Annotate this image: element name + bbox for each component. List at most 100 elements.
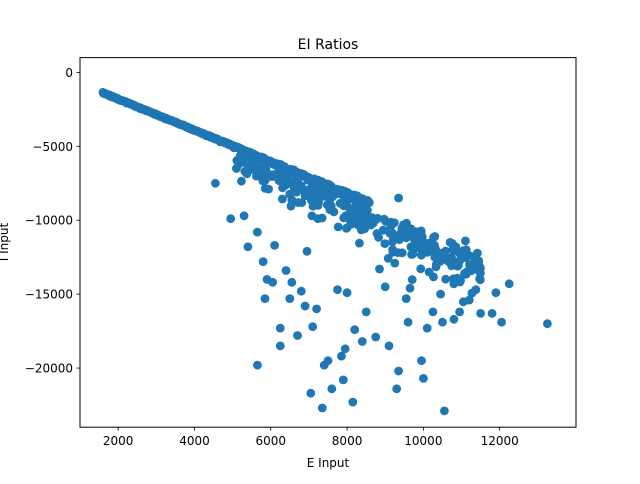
data-point [364, 198, 374, 208]
data-point [340, 344, 350, 354]
data-point [428, 307, 438, 317]
data-point [384, 226, 393, 236]
data-point [408, 249, 418, 259]
x-axis-label: E Input [307, 456, 350, 470]
data-point [401, 294, 411, 303]
data-point [317, 403, 327, 413]
data-point [335, 198, 345, 208]
data-point [358, 211, 368, 221]
x-tick-label: 8000 [332, 434, 363, 448]
x-axis: 2000 4000 6000 8000 10000 12000 [103, 427, 519, 448]
data-point [306, 388, 316, 398]
data-point [260, 294, 270, 303]
data-point [402, 218, 411, 228]
data-point [240, 156, 250, 166]
x-tick-label: 2000 [103, 434, 134, 448]
data-point [405, 283, 415, 293]
data-point [338, 375, 348, 385]
data-point [392, 384, 402, 394]
data-point [285, 294, 295, 303]
data-point [286, 201, 296, 211]
data-point [267, 172, 277, 182]
data-point [445, 238, 455, 247]
data-point [312, 196, 321, 206]
data-point [416, 264, 426, 274]
data-point [461, 269, 471, 279]
data-point [278, 194, 287, 204]
data-point [354, 202, 364, 212]
data-point [258, 257, 268, 266]
data-point [312, 304, 321, 314]
data-point [300, 301, 310, 311]
data-point [308, 322, 318, 332]
data-point [253, 360, 262, 370]
data-point [455, 307, 464, 317]
data-point [436, 289, 445, 299]
y-axis-label: I Input [0, 222, 11, 261]
y-tick-label: −5000 [32, 140, 73, 154]
data-point [344, 213, 353, 222]
data-point [237, 176, 246, 186]
data-point [491, 288, 501, 298]
data-point [293, 331, 302, 340]
data-point [461, 236, 470, 246]
data-point [449, 314, 459, 324]
data-point [375, 264, 384, 274]
data-point [464, 295, 474, 305]
data-point [394, 366, 403, 376]
data-point [467, 288, 477, 298]
data-point [474, 257, 484, 266]
data-point [355, 238, 364, 248]
data-point [487, 309, 497, 318]
y-tick-label: −15000 [25, 288, 73, 302]
data-point [348, 397, 358, 407]
x-tick-label: 4000 [179, 434, 210, 448]
data-point [407, 275, 417, 284]
x-tick-label: 12000 [481, 434, 519, 448]
data-point [476, 309, 485, 318]
data-point [367, 213, 377, 223]
data-point [449, 279, 459, 289]
data-point [350, 325, 360, 334]
data-point [497, 317, 506, 327]
data-point [441, 246, 450, 256]
data-point [226, 214, 236, 224]
data-point [211, 178, 220, 188]
data-point [258, 164, 268, 174]
data-point [440, 254, 449, 264]
data-point [264, 184, 273, 194]
data-point [243, 242, 253, 252]
data-point [417, 356, 426, 366]
data-point [475, 274, 485, 284]
data-point [543, 319, 552, 329]
data-point [356, 225, 366, 235]
data-point [403, 317, 413, 327]
data-point [465, 260, 474, 269]
data-point [384, 341, 394, 351]
data-point [275, 341, 285, 351]
data-point [504, 279, 514, 289]
data-point [440, 406, 449, 416]
data-point [371, 332, 381, 342]
data-point [293, 180, 303, 190]
data-point [325, 203, 334, 213]
data-point [380, 239, 390, 249]
data-point [239, 211, 249, 221]
data-points [98, 87, 552, 416]
data-point [383, 254, 393, 263]
data-point [441, 274, 451, 284]
data-point [292, 187, 301, 197]
data-point [268, 277, 278, 287]
data-point [319, 191, 329, 201]
data-point [424, 238, 434, 248]
x-tick-label: 10000 [404, 434, 442, 448]
data-point [453, 261, 463, 271]
plot-frame [79, 57, 577, 428]
data-point [381, 217, 391, 226]
data-point [323, 356, 333, 366]
data-point [296, 286, 306, 296]
data-point [396, 228, 406, 238]
data-point [473, 248, 482, 258]
data-point [302, 189, 312, 199]
